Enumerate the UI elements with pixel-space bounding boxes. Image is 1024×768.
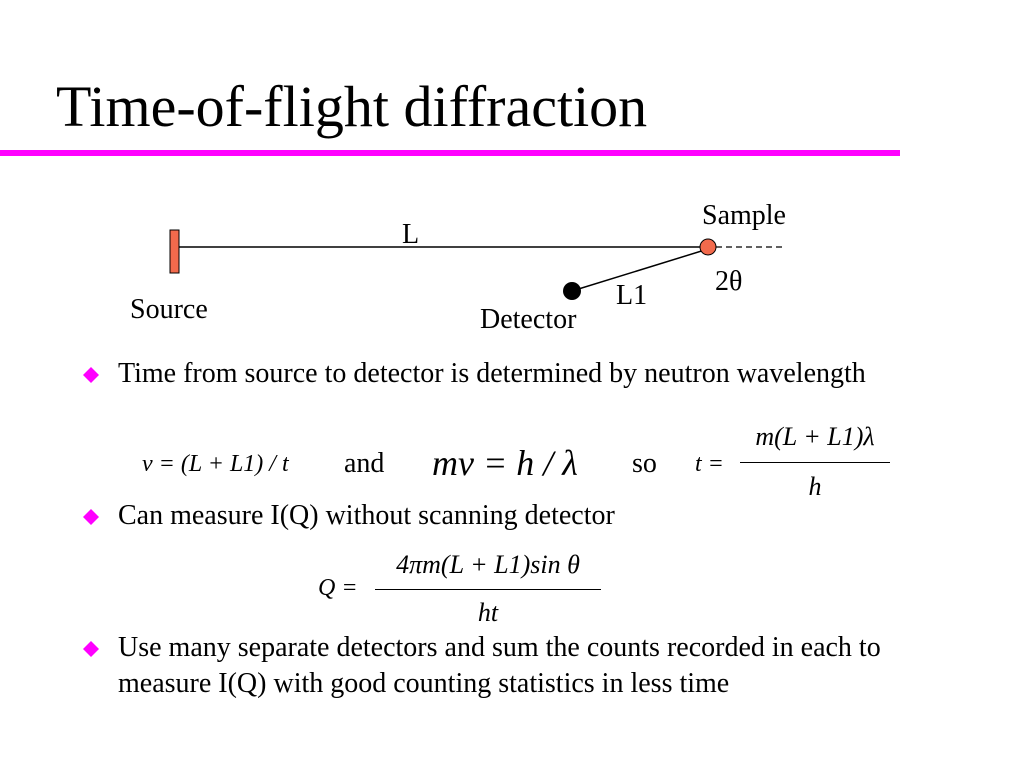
- detector-marker: [563, 282, 581, 300]
- scattering-angle-label: 2θ: [715, 266, 743, 297]
- q-fraction: 4πm(L + L1)sin θ ht: [375, 544, 601, 628]
- diamond-bullet-icon: [83, 641, 99, 657]
- fraction-bar: [740, 462, 890, 463]
- diamond-bullet-icon: [83, 509, 99, 525]
- de-broglie-equation: mv = h / λ: [432, 443, 578, 483]
- bullet-text: Can measure I(Q) without scanning detect…: [118, 500, 615, 531]
- bullet-text: Time from source to detector is determin…: [118, 358, 866, 389]
- title-underline: [0, 150, 900, 156]
- detector-label: Detector: [480, 304, 577, 335]
- bullet-text: Use many separate detectors and sum the …: [118, 632, 881, 699]
- connector-so: so: [632, 448, 657, 479]
- velocity-equation: v = (L + L1) / t: [142, 451, 289, 477]
- connector-and: and: [344, 448, 385, 479]
- sample-marker: [699, 238, 717, 256]
- path-length-label: L: [402, 219, 420, 250]
- source-marker: [169, 229, 180, 274]
- time-fraction: m(L + L1)λ h: [740, 418, 890, 500]
- tof-diagram: [169, 229, 786, 300]
- scattered-path-line: [571, 248, 709, 292]
- slide-title: Time-of-flight diffraction: [56, 74, 648, 139]
- q-numerator: 4πm(L + L1)sin θ: [396, 550, 580, 579]
- sample-label: Sample: [702, 200, 786, 231]
- detector-path-label: L1: [616, 280, 648, 311]
- q-denominator: ht: [477, 598, 499, 627]
- time-denominator: h: [808, 472, 822, 501]
- time-equation-lhs: t =: [695, 451, 724, 477]
- diamond-bullet-icon: [83, 367, 99, 383]
- source-label: Source: [130, 294, 208, 325]
- q-equation-lhs: Q =: [318, 575, 358, 601]
- fraction-bar: [375, 589, 601, 590]
- time-numerator: m(L + L1)λ: [755, 422, 875, 451]
